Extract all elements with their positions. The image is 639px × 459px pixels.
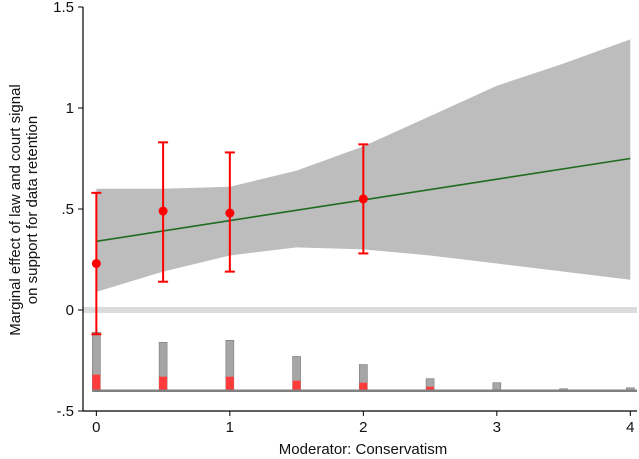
y-tick-label: .5 — [61, 201, 74, 218]
estimate-point — [91, 259, 101, 269]
histogram-bar-subset — [225, 376, 234, 391]
histogram-bar-subset — [359, 382, 368, 391]
histogram-bar-subset — [426, 386, 435, 391]
x-tick-label: 2 — [359, 419, 367, 436]
y-tick-label: 1 — [66, 100, 74, 117]
estimate-point — [358, 194, 368, 204]
y-tick-label: 0 — [66, 302, 74, 319]
axes: Moderator: Conservatism Marginal effect … — [7, 0, 637, 458]
x-tick-label: 4 — [626, 419, 634, 436]
histogram-bar-subset — [92, 374, 101, 391]
histogram-bar-subset — [292, 380, 301, 391]
x-tick-label: 0 — [92, 419, 100, 436]
estimate-point — [225, 208, 235, 218]
histogram-bar-subset — [159, 376, 168, 391]
plot-area — [83, 39, 637, 393]
y-tick-label: 1.5 — [53, 0, 74, 16]
y-axis-title-line-2: on support for data retention — [24, 116, 41, 304]
estimate-point — [158, 206, 168, 216]
y-axis-title-line-1: Marginal effect of law and court signal — [7, 84, 24, 336]
x-axis-title: Moderator: Conservatism — [279, 441, 447, 458]
x-tick-label: 1 — [226, 419, 234, 436]
y-tick-label: -.5 — [56, 403, 74, 420]
x-tick-label: 3 — [493, 419, 501, 436]
